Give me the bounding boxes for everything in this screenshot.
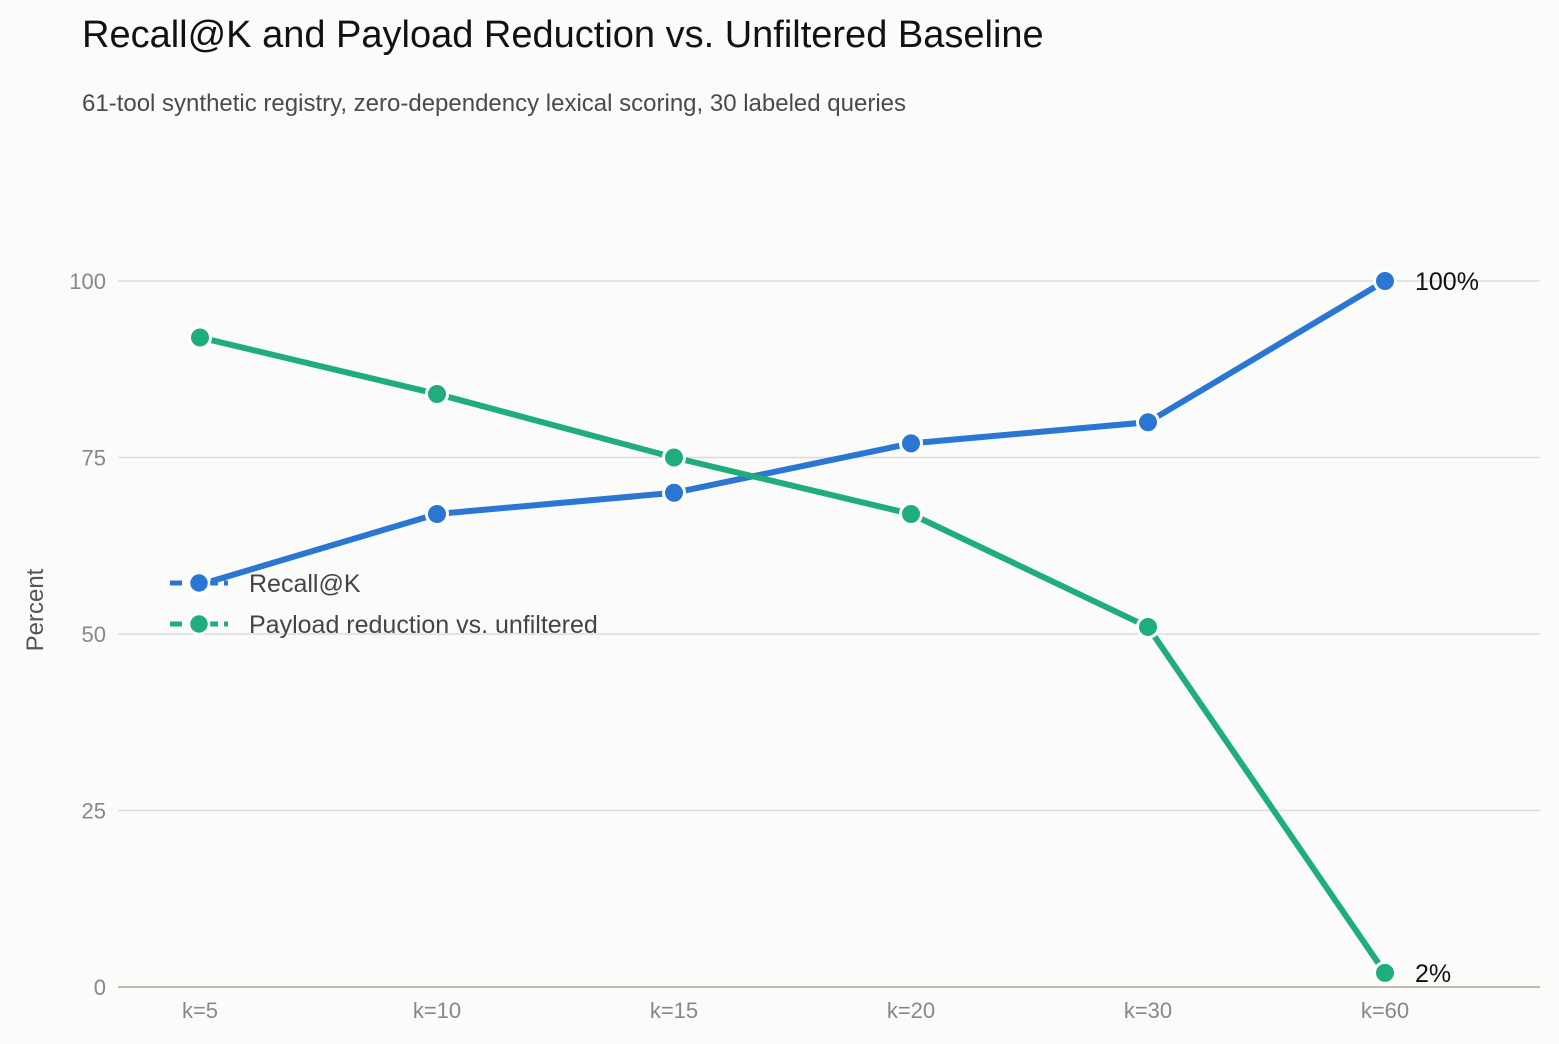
y-tick-label: 50 — [82, 622, 106, 647]
x-tick-label: k=10 — [413, 998, 461, 1023]
data-point — [662, 445, 686, 470]
x-tick-label: k=60 — [1361, 998, 1409, 1023]
series-line — [197, 278, 1388, 588]
x-tick-label: k=15 — [650, 998, 698, 1023]
y-tick-label: 100 — [69, 269, 106, 294]
data-point — [899, 501, 923, 526]
x-tick-label: k=5 — [182, 998, 218, 1023]
series-line — [197, 334, 1388, 976]
y-tick-label: 0 — [94, 975, 106, 1000]
data-point — [899, 431, 923, 456]
chart-title: Recall@K and Payload Reduction vs. Unfil… — [82, 14, 1044, 56]
legend-swatch-marker — [187, 612, 211, 636]
legend-swatch-marker — [187, 571, 211, 595]
data-point — [1136, 410, 1160, 435]
data-point — [1373, 960, 1397, 985]
legend: Recall@K Payload reduction vs. unfiltered — [170, 570, 598, 639]
data-point — [1136, 614, 1160, 639]
end-value-label: 100% — [1415, 268, 1479, 296]
y-tick-label: 25 — [82, 799, 106, 824]
data-point — [425, 501, 449, 526]
x-tick-label: k=30 — [1124, 998, 1172, 1023]
end-value-label: 2% — [1415, 960, 1451, 988]
axis-layer: 0 25 50 75 100 k=5 k=10 k=15 k=20 k=30 k=60 — [69, 269, 1540, 1023]
data-point — [662, 480, 686, 505]
legend-label: Payload reduction vs. unfiltered — [249, 611, 598, 639]
legend-label: Recall@K — [249, 570, 361, 598]
chart-subtitle: 61-tool synthetic registry, zero-depende… — [82, 90, 907, 117]
y-tick-label: 75 — [82, 446, 106, 471]
x-tick-label: k=20 — [887, 998, 935, 1023]
data-point — [188, 325, 212, 350]
data-point — [425, 381, 449, 406]
y-axis-label: Percent — [22, 568, 49, 651]
data-point — [1373, 269, 1397, 293]
